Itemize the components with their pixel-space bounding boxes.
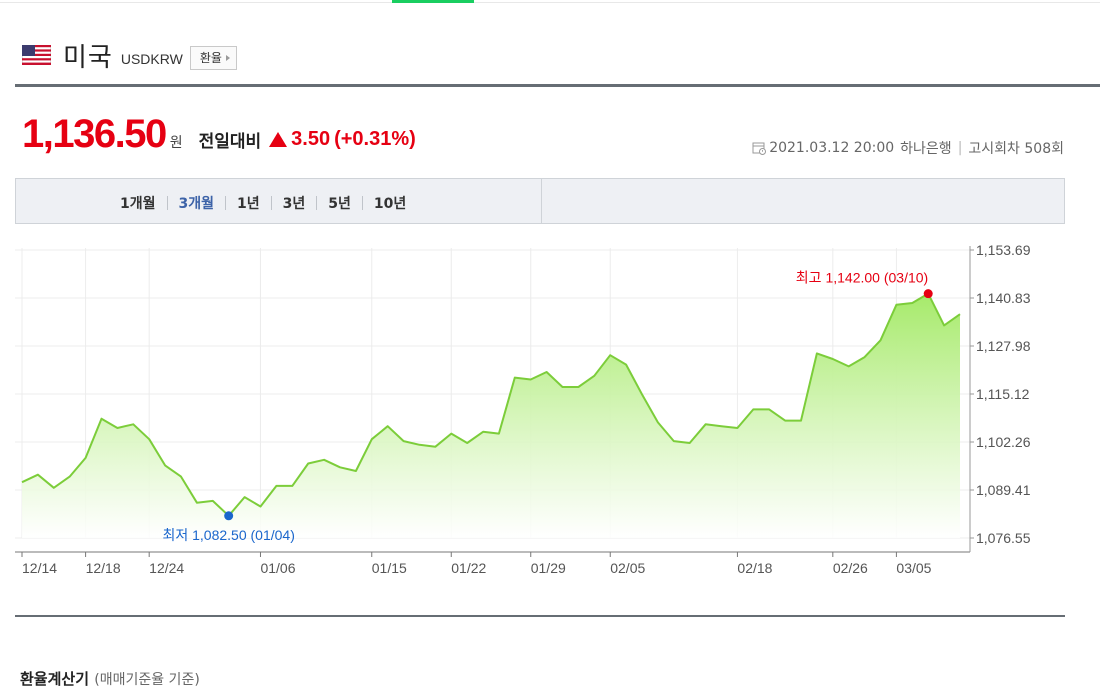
y-tick-label-2: 1,127.98 [976, 338, 1031, 354]
low-value: 1,082.50 [192, 527, 247, 543]
period-tab-3[interactable]: 1년 [237, 196, 260, 212]
active-nav-indicator [392, 0, 474, 3]
y-tick-label-5: 1,089.41 [976, 482, 1031, 498]
low-point-marker [224, 511, 234, 521]
period-tab-separator [225, 196, 227, 210]
y-tick-label-0: 1,153.69 [976, 242, 1031, 258]
quote-datetime: 2021.03.12 20:00 [769, 140, 895, 156]
x-tick-label-1: 12/18 [86, 560, 121, 576]
high-value: 1,142.00 [825, 270, 880, 286]
y-tick-label-6: 1,076.55 [976, 530, 1031, 546]
exchange-rate-button-label: 환율 [199, 51, 222, 65]
x-tick-label-7: 02/05 [610, 560, 645, 576]
caret-right-icon [225, 54, 230, 61]
period-tab-4[interactable]: 3년 [282, 196, 306, 212]
y-tick-label-1: 1,140.83 [976, 290, 1031, 306]
low-date: (01/04) [251, 527, 295, 543]
period-tab-5[interactable]: 5년 [328, 196, 351, 212]
x-tick-label-4: 01/15 [372, 560, 407, 576]
country-name: 미국 [63, 42, 113, 73]
us-flag-icon [22, 45, 51, 65]
high-point-label: 최고 1,142.00 (03/10) [796, 270, 928, 286]
quote-meta: 2021.03.12 20:00 하나은행 | 고시회차 508회 [752, 138, 1064, 158]
price-change: 3.50 (+0.31%) [269, 128, 416, 151]
exchange-rate-button[interactable]: 환율 [189, 46, 237, 70]
calendar-clock-icon [752, 142, 767, 155]
low-label: 최저 [162, 527, 188, 543]
y-tick-label-4: 1,102.26 [976, 434, 1031, 450]
high-label: 최고 [796, 270, 822, 286]
high-point-marker [923, 289, 933, 299]
y-tick-label-3: 1,115.12 [976, 386, 1030, 402]
x-tick-label-5: 01/22 [451, 560, 486, 576]
chart-bottom-divider [15, 615, 1065, 617]
period-tabs: 1개월 3개월 1년 3년 5년 10년 [120, 193, 406, 213]
change-percent: (+0.31%) [334, 128, 416, 150]
period-tab-separator [166, 196, 168, 210]
current-price: 1,136.50 [22, 112, 167, 156]
bank-name: 하나은행 [900, 141, 952, 157]
section-divider [15, 84, 1100, 87]
period-selector: 1개월 3개월 1년 3년 5년 10년 [15, 178, 1065, 224]
x-tick-label-3: 01/06 [260, 560, 295, 576]
x-tick-label-10: 03/05 [896, 560, 931, 576]
period-bar-divider [541, 179, 542, 223]
period-tab-separator [270, 196, 272, 210]
low-point-label: 최저 1,082.50 (01/04) [162, 527, 294, 543]
x-tick-label-8: 02/18 [737, 560, 772, 576]
x-tick-label-0: 12/14 [22, 560, 57, 576]
exchange-rate-chart: 12/14 12/18 12/24 01/06 01/15 01/22 01/29 02/05… [15, 242, 1031, 576]
price-unit: 원 [169, 135, 183, 151]
period-tab-separator [316, 196, 318, 210]
price-summary: 1,136.50 원 전일대비 3.50 (+0.31%) [22, 112, 416, 157]
price-area [22, 293, 960, 538]
period-tab-1[interactable]: 1개월 [120, 196, 156, 212]
top-nav-line [0, 0, 1100, 3]
currency-code: USDKRW [120, 51, 183, 67]
period-tab-6[interactable]: 10년 [373, 196, 407, 212]
calculator-section-heading: 환율계산기 (매매기준율 기준) [20, 668, 200, 689]
x-tick-label-6: 01/29 [531, 560, 566, 576]
x-tick-label-2: 12/24 [149, 560, 184, 576]
up-triangle-icon [269, 132, 288, 147]
compare-label: 전일대비 [198, 132, 262, 152]
notice-round: 고시회차 508회 [968, 141, 1064, 157]
period-tab-2[interactable]: 3개월 [178, 196, 215, 212]
calculator-subtitle: (매매기준율 기준) [94, 672, 200, 688]
calculator-title: 환율계산기 [20, 670, 90, 688]
change-amount: 3.50 [291, 128, 331, 150]
high-date: (03/10) [884, 270, 928, 286]
price-line [21, 292, 961, 517]
currency-title-bar: 미국 USDKRW 환율 [22, 38, 237, 73]
x-tick-label-9: 02/26 [833, 560, 868, 576]
period-tab-separator [361, 196, 363, 210]
